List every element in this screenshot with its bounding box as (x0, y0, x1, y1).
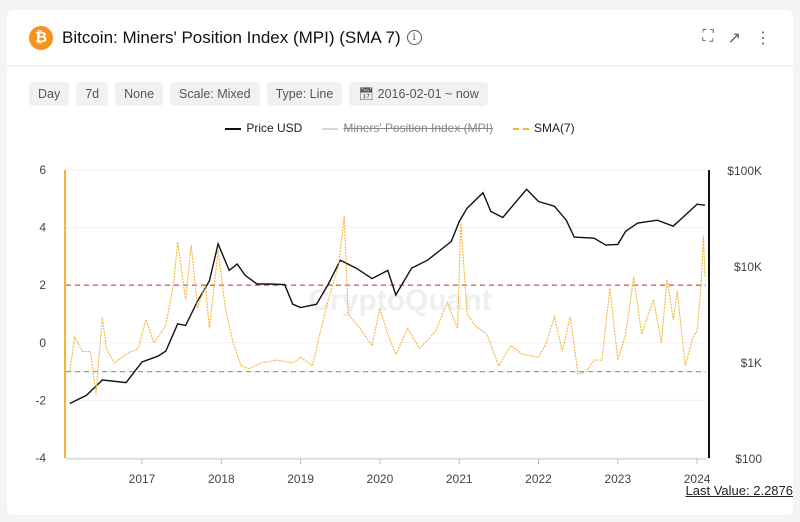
sma7-line (69, 216, 706, 395)
legend-label: SMA(7) (534, 121, 575, 135)
window-button[interactable]: 7d (76, 82, 109, 106)
legend-label: Miners' Position Index (MPI) (343, 121, 493, 135)
date-range-label: 2016-02-01 ~ now (377, 87, 479, 101)
x-tick-label: 2022 (525, 472, 552, 486)
y-left-tick-label: -2 (35, 393, 46, 407)
y-right-tick-label: $1K (741, 356, 762, 370)
legend-item-sma[interactable]: SMA(7) (513, 121, 575, 135)
info-icon[interactable]: i (406, 30, 422, 45)
legend-item-mpi[interactable]: Miners' Position Index (MPI) (322, 121, 493, 135)
price-usd-line (69, 188, 706, 405)
date-range-button[interactable]: 📅︎ 2016-02-01 ~ now (349, 82, 488, 106)
chart-title: Bitcoin: Miners' Position Index (MPI) (S… (62, 27, 401, 47)
x-tick-label: 2018 (208, 472, 235, 486)
fullscreen-icon[interactable]: ⛶ (702, 28, 714, 45)
scale-button[interactable]: Scale: Mixed (170, 82, 260, 106)
chart-header: ₿ Bitcoin: Miners' Position Index (MPI) … (7, 10, 793, 67)
type-button[interactable]: Type: Line (266, 82, 343, 106)
sma-none-button[interactable]: None (115, 82, 164, 106)
legend-item-price[interactable]: Price USD (225, 121, 302, 135)
chart-card: ₿ Bitcoin: Miners' Position Index (MPI) … (7, 10, 793, 515)
legend: Price USD Miners' Position Index (MPI) S… (0, 121, 800, 135)
more-vertical-icon[interactable]: ⋮ (755, 30, 771, 47)
y-left-tick-label: -4 (35, 451, 46, 465)
x-tick-label: 2020 (367, 472, 394, 486)
y-left-tick-label: 6 (39, 163, 46, 177)
x-tick-label: 2021 (446, 472, 473, 486)
toolbar: Day 7d None Scale: Mixed Type: Line 📅︎ 2… (29, 82, 488, 106)
x-tick-label: 2024 (684, 472, 711, 486)
y-left-tick-label: 4 (39, 221, 46, 235)
legend-label: Price USD (246, 121, 303, 135)
last-value: Last Value: 2.2876 (685, 483, 793, 498)
bitcoin-icon: ₿ (29, 25, 53, 50)
y-right-tick-label: $10K (734, 260, 762, 274)
x-tick-label: 2023 (604, 472, 631, 486)
y-left-tick-label: 2 (39, 278, 46, 292)
external-link-icon[interactable]: ↗ (727, 30, 741, 47)
y-right-tick-label: $100K (727, 164, 762, 178)
x-tick-label: 2019 (287, 472, 314, 486)
y-left-tick-label: 0 (39, 336, 46, 350)
x-tick-label: 2017 (129, 472, 156, 486)
y-right-tick-label: $100 (735, 452, 762, 466)
watermark: CryptoQuant (308, 284, 491, 317)
resolution-button[interactable]: Day (29, 82, 70, 106)
calendar-icon: 📅︎ (358, 87, 375, 101)
